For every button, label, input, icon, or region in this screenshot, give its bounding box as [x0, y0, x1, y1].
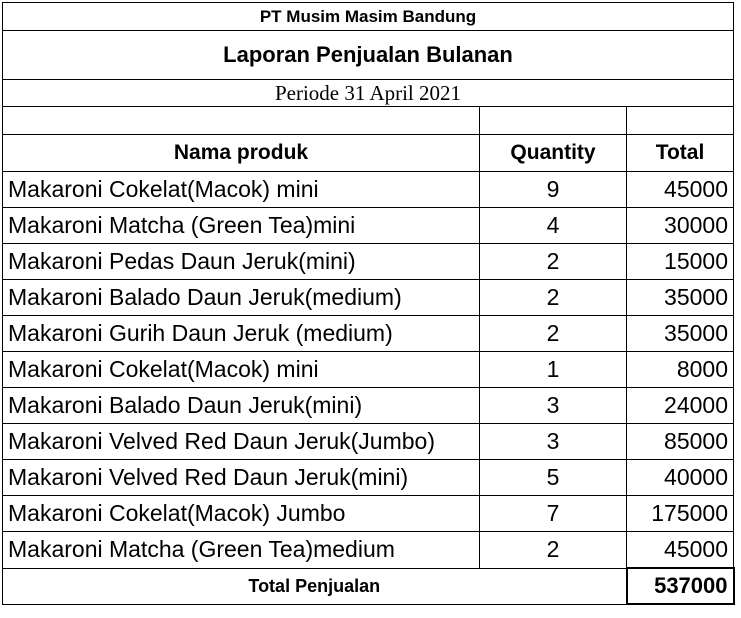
product-name-cell[interactable]: Makaroni Velved Red Daun Jeruk(mini)	[2, 459, 480, 496]
title-row: Laporan Penjualan Bulanan	[2, 30, 734, 80]
table-row: Makaroni Matcha (Green Tea)mini 4 30000	[2, 207, 734, 244]
quantity-cell[interactable]: 2	[479, 243, 627, 280]
quantity-cell[interactable]: 3	[479, 387, 627, 424]
table-row: Makaroni Cokelat(Macok) Jumbo 7 175000	[2, 495, 734, 532]
table-row: Makaroni Gurih Daun Jeruk (medium) 2 350…	[2, 315, 734, 352]
header-quantity[interactable]: Quantity	[479, 134, 627, 172]
blank-row	[2, 106, 734, 135]
table-row: Makaroni Cokelat(Macok) mini 1 8000	[2, 351, 734, 388]
quantity-cell[interactable]: 4	[479, 207, 627, 244]
quantity-cell[interactable]: 2	[479, 279, 627, 316]
total-cell[interactable]: 175000	[626, 495, 734, 532]
quantity-cell[interactable]: 1	[479, 351, 627, 388]
table-row: Makaroni Balado Daun Jeruk(mini) 3 24000	[2, 387, 734, 424]
product-name-cell[interactable]: Makaroni Matcha (Green Tea)medium	[2, 531, 480, 569]
quantity-cell[interactable]: 9	[479, 171, 627, 208]
quantity-cell[interactable]: 7	[479, 495, 627, 532]
empty-cell[interactable]	[2, 106, 480, 135]
total-sales-label[interactable]: Total Penjualan	[2, 567, 627, 605]
sales-report-table: PT Musim Masim Bandung Laporan Penjualan…	[2, 2, 735, 605]
report-title[interactable]: Laporan Penjualan Bulanan	[2, 30, 734, 80]
sales-report-sheet: PT Musim Masim Bandung Laporan Penjualan…	[2, 2, 735, 605]
product-name-cell[interactable]: Makaroni Gurih Daun Jeruk (medium)	[2, 315, 480, 352]
total-sales-value[interactable]: 537000	[625, 567, 735, 605]
total-cell[interactable]: 85000	[626, 423, 734, 460]
report-period[interactable]: Periode 31 April 2021	[2, 79, 734, 107]
company-row: PT Musim Masim Bandung	[2, 2, 734, 31]
quantity-cell[interactable]: 3	[479, 423, 627, 460]
empty-cell[interactable]	[626, 106, 734, 135]
product-name-cell[interactable]: Makaroni Cokelat(Macok) mini	[2, 351, 480, 388]
total-cell[interactable]: 30000	[626, 207, 734, 244]
quantity-cell[interactable]: 2	[479, 315, 627, 352]
empty-cell[interactable]	[479, 106, 627, 135]
total-cell[interactable]: 35000	[626, 279, 734, 316]
product-name-cell[interactable]: Makaroni Balado Daun Jeruk(mini)	[2, 387, 480, 424]
total-cell[interactable]: 24000	[626, 387, 734, 424]
table-row: Makaroni Matcha (Green Tea)medium 2 4500…	[2, 531, 734, 569]
quantity-cell[interactable]: 5	[479, 459, 627, 496]
table-row: Makaroni Velved Red Daun Jeruk(mini) 5 4…	[2, 459, 734, 496]
product-name-cell[interactable]: Makaroni Velved Red Daun Jeruk(Jumbo)	[2, 423, 480, 460]
total-cell[interactable]: 35000	[626, 315, 734, 352]
total-cell[interactable]: 45000	[626, 531, 734, 569]
product-name-cell[interactable]: Makaroni Matcha (Green Tea)mini	[2, 207, 480, 244]
table-row: Makaroni Pedas Daun Jeruk(mini) 2 15000	[2, 243, 734, 280]
header-product[interactable]: Nama produk	[2, 134, 480, 172]
total-cell[interactable]: 8000	[626, 351, 734, 388]
period-row: Periode 31 April 2021	[2, 79, 734, 107]
product-name-cell[interactable]: Makaroni Cokelat(Macok) Jumbo	[2, 495, 480, 532]
total-cell[interactable]: 15000	[626, 243, 734, 280]
header-row: Nama produk Quantity Total	[2, 134, 734, 172]
total-cell[interactable]: 45000	[626, 171, 734, 208]
header-total[interactable]: Total	[626, 134, 734, 172]
table-row: Makaroni Velved Red Daun Jeruk(Jumbo) 3 …	[2, 423, 734, 460]
company-name[interactable]: PT Musim Masim Bandung	[2, 2, 734, 31]
product-name-cell[interactable]: Makaroni Cokelat(Macok) mini	[2, 171, 480, 208]
table-row: Makaroni Cokelat(Macok) mini 9 45000	[2, 171, 734, 208]
product-name-cell[interactable]: Makaroni Pedas Daun Jeruk(mini)	[2, 243, 480, 280]
product-name-cell[interactable]: Makaroni Balado Daun Jeruk(medium)	[2, 279, 480, 316]
table-row: Makaroni Balado Daun Jeruk(medium) 2 350…	[2, 279, 734, 316]
quantity-cell[interactable]: 2	[479, 531, 627, 569]
total-row: Total Penjualan 537000	[2, 567, 735, 605]
total-cell[interactable]: 40000	[626, 459, 734, 496]
